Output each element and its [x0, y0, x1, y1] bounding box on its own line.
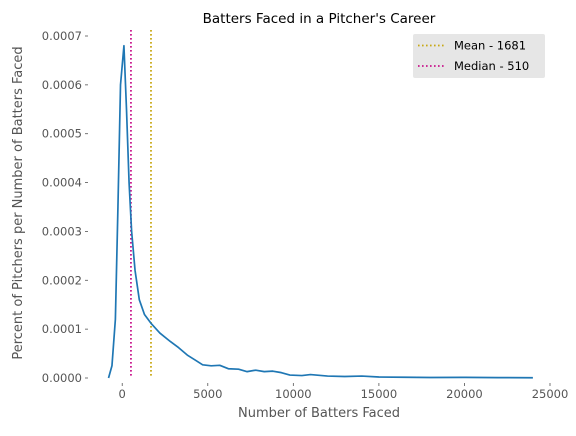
x-tick-label: 15000 — [361, 387, 398, 401]
legend-label-mean: Mean - 1681 — [454, 39, 526, 53]
y-tick-label: 0.0001 — [42, 322, 82, 336]
density-curve — [107, 44, 533, 379]
x-axis-label: Number of Batters Faced — [238, 406, 400, 421]
y-axis-label: Percent of Pitchers per Number of Batter… — [11, 46, 26, 359]
data-series — [107, 44, 533, 379]
legend: Mean - 1681 Median - 510 — [413, 34, 545, 78]
x-tick-label: 0 — [119, 387, 126, 401]
x-tick-label: 5000 — [193, 387, 222, 401]
x-tick-label: 10000 — [275, 387, 312, 401]
x-tick-label: 20000 — [446, 387, 483, 401]
x-tick-label: 25000 — [532, 387, 569, 401]
y-tick-label: 0.0005 — [42, 127, 82, 141]
y-tick-label: 0.0004 — [42, 176, 82, 190]
y-tick-label: 0.0000 — [42, 371, 82, 385]
y-axis: 0.0000 0.0001 0.0002 0.0003 0.0004 0.0005 0.00… — [42, 29, 88, 385]
x-axis: 0 5000 10000 15000 20000 25000 — [119, 383, 569, 401]
chart-title: Batters Faced in a Pitcher's Career — [203, 11, 436, 27]
y-tick-label: 0.0006 — [42, 78, 82, 92]
legend-label-median: Median - 510 — [454, 59, 529, 73]
y-tick-label: 0.0002 — [42, 273, 82, 287]
y-tick-label: 0.0007 — [42, 29, 82, 43]
legend-box — [413, 34, 545, 78]
y-tick-label: 0.0003 — [42, 224, 82, 238]
